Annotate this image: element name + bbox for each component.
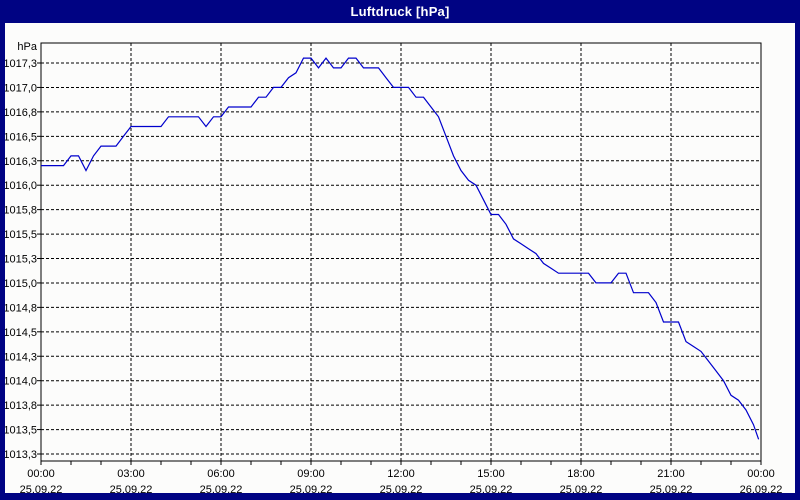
y-tick-label: 1014,0 (5, 376, 37, 388)
x-tick-date-label: 26.09.22 (740, 484, 783, 493)
x-tick-date-label: 25.09.22 (200, 484, 243, 493)
x-tick-time-label: 21:00 (657, 468, 685, 480)
x-tick-date-label: 25.09.22 (650, 484, 693, 493)
plot-border (40, 42, 762, 462)
y-tick-label: 1016,0 (5, 180, 37, 192)
x-tick-date-label: 25.09.22 (560, 484, 603, 493)
x-tick-time-label: 12:00 (387, 468, 415, 480)
x-tick-date-label: 25.09.22 (380, 484, 423, 493)
y-tick-label: 1014,3 (5, 351, 37, 363)
x-tick-date-label: 25.09.22 (20, 484, 63, 493)
y-tick-label: 1015,3 (5, 254, 37, 266)
y-tick-label: 1016,5 (5, 131, 37, 143)
y-tick-label: 1014,8 (5, 302, 37, 314)
y-tick-label: 1013,5 (5, 425, 37, 437)
x-tick-date-label: 25.09.22 (470, 484, 513, 493)
y-tick-label: 1015,8 (5, 205, 37, 217)
pressure-series-line (41, 57, 760, 440)
x-tick-date-label: 25.09.22 (290, 484, 333, 493)
y-tick-label: 1016,8 (5, 107, 37, 119)
y-tick-label: 1013,3 (5, 449, 37, 461)
pressure-line-chart: 1017,3 1017,0 1016,8 1016,5 1016,3 1016,0 1015… (5, 41, 783, 493)
window-title: Luftdruck [hPa] (350, 3, 450, 19)
chart-panel: 1017,3 1017,0 1016,8 1016,5 1016,3 1016,0 1015… (4, 22, 796, 494)
x-tick-time-label: 00:00 (27, 468, 55, 480)
x-tick-time-label: 06:00 (207, 468, 235, 480)
y-tick-label: 1015,0 (5, 278, 37, 290)
y-tick-label: 1013,8 (5, 400, 37, 412)
x-tick-time-label: 18:00 (567, 468, 595, 480)
y-tick-label: 1017,0 (5, 82, 37, 94)
title-bar: Luftdruck [hPa] (0, 0, 800, 22)
x-tick-time-label: 09:00 (297, 468, 325, 480)
x-tick-time-label: 00:00 (747, 468, 775, 480)
y-tick-label: 1016,3 (5, 156, 37, 168)
x-tick-time-label: 15:00 (477, 468, 505, 480)
y-axis-unit-label: hPa (17, 41, 37, 53)
x-tick-time-label: 03:00 (117, 468, 145, 480)
x-tick-date-label: 25.09.22 (110, 484, 153, 493)
y-tick-label: 1015,5 (5, 229, 37, 241)
y-tick-label: 1014,5 (5, 327, 37, 339)
y-tick-label: 1017,3 (5, 58, 37, 70)
